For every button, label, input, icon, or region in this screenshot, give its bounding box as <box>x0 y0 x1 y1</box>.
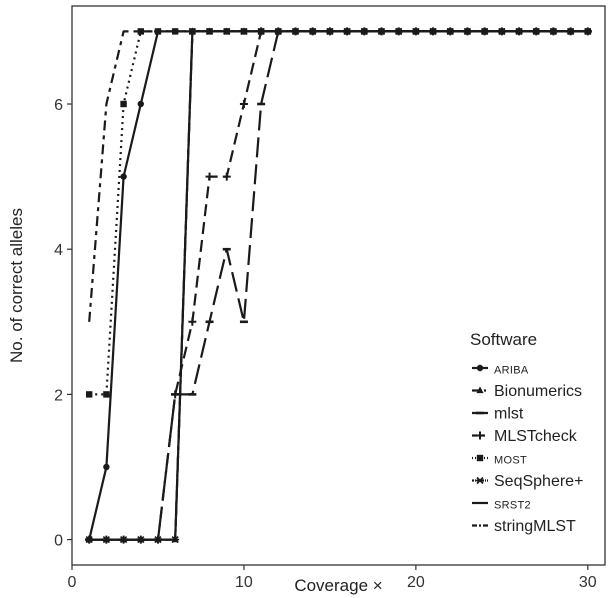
legend-label-mlstcheck: MLSTcheck <box>494 428 578 445</box>
plot-area <box>85 27 592 544</box>
y-axis-label: No. of correct alleles <box>7 208 26 363</box>
legend-marker-seqsphere <box>476 476 484 485</box>
data-point-mlstcheck <box>171 390 180 399</box>
legend-marker-most <box>476 454 484 462</box>
data-point-mlstcheck <box>205 172 214 181</box>
legend-label-most: MOST <box>494 455 527 467</box>
data-point-most <box>137 28 144 35</box>
legend-item-srst2: SRST2 <box>472 500 531 512</box>
legend-label-bionumerics: Bionumerics <box>494 383 582 400</box>
data-point-mlstcheck <box>188 317 197 326</box>
legend-label-ariba: ARIBA <box>494 365 529 377</box>
y-tick-label: 6 <box>54 97 63 114</box>
legend-marker-ariba <box>476 364 484 372</box>
data-point-most <box>120 100 127 108</box>
legend-item-mlst: mlst <box>472 406 524 423</box>
panel-border <box>71 5 606 566</box>
legend: Software ARIBA Bionumerics mlst MLSTcheck MO… <box>470 330 583 535</box>
y-tick-label: 2 <box>54 387 63 404</box>
series-line-mlstcheck <box>89 30 588 541</box>
x-tick-label: 10 <box>235 574 253 591</box>
x-tick-label: 0 <box>68 574 77 591</box>
legend-item-most: MOST <box>472 455 527 467</box>
legend-item-ariba: ARIBA <box>472 365 529 377</box>
data-point-ariba <box>137 100 144 108</box>
legend-title: Software <box>470 330 537 349</box>
data-point-ariba <box>120 173 127 180</box>
legend-label-stringmlst: stringMLST <box>494 518 576 535</box>
axes: 0 10 20 30 0 2 4 6 <box>54 97 597 591</box>
legend-marker-bionumerics <box>476 386 484 394</box>
data-point-mlstcheck <box>239 100 248 109</box>
legend-item-bionumerics: Bionumerics <box>472 383 582 400</box>
series-line-stringmlst <box>88 30 588 322</box>
legend-item-seqsphere: SeqSphere+ <box>472 473 583 490</box>
data-point-most <box>103 391 110 398</box>
series-stringmlst <box>88 30 588 322</box>
y-tick-label: 4 <box>54 242 63 259</box>
y-tick-label: 0 <box>54 533 63 550</box>
data-point-most <box>85 391 93 398</box>
legend-label-seqsphere: SeqSphere+ <box>494 473 583 490</box>
data-point-mlstcheck <box>222 172 231 181</box>
x-axis-label: Coverage × <box>294 576 382 595</box>
x-tick-label: 20 <box>407 574 425 591</box>
legend-item-stringmlst: stringMLST <box>472 518 576 535</box>
legend-label-srst2: SRST2 <box>494 500 531 512</box>
legend-item-mlstcheck: MLSTcheck <box>472 428 578 445</box>
legend-label-mlst: mlst <box>494 406 524 423</box>
x-tick-label: 30 <box>579 574 597 591</box>
legend-marker-mlstcheck <box>476 431 484 440</box>
data-point-ariba <box>103 463 110 471</box>
